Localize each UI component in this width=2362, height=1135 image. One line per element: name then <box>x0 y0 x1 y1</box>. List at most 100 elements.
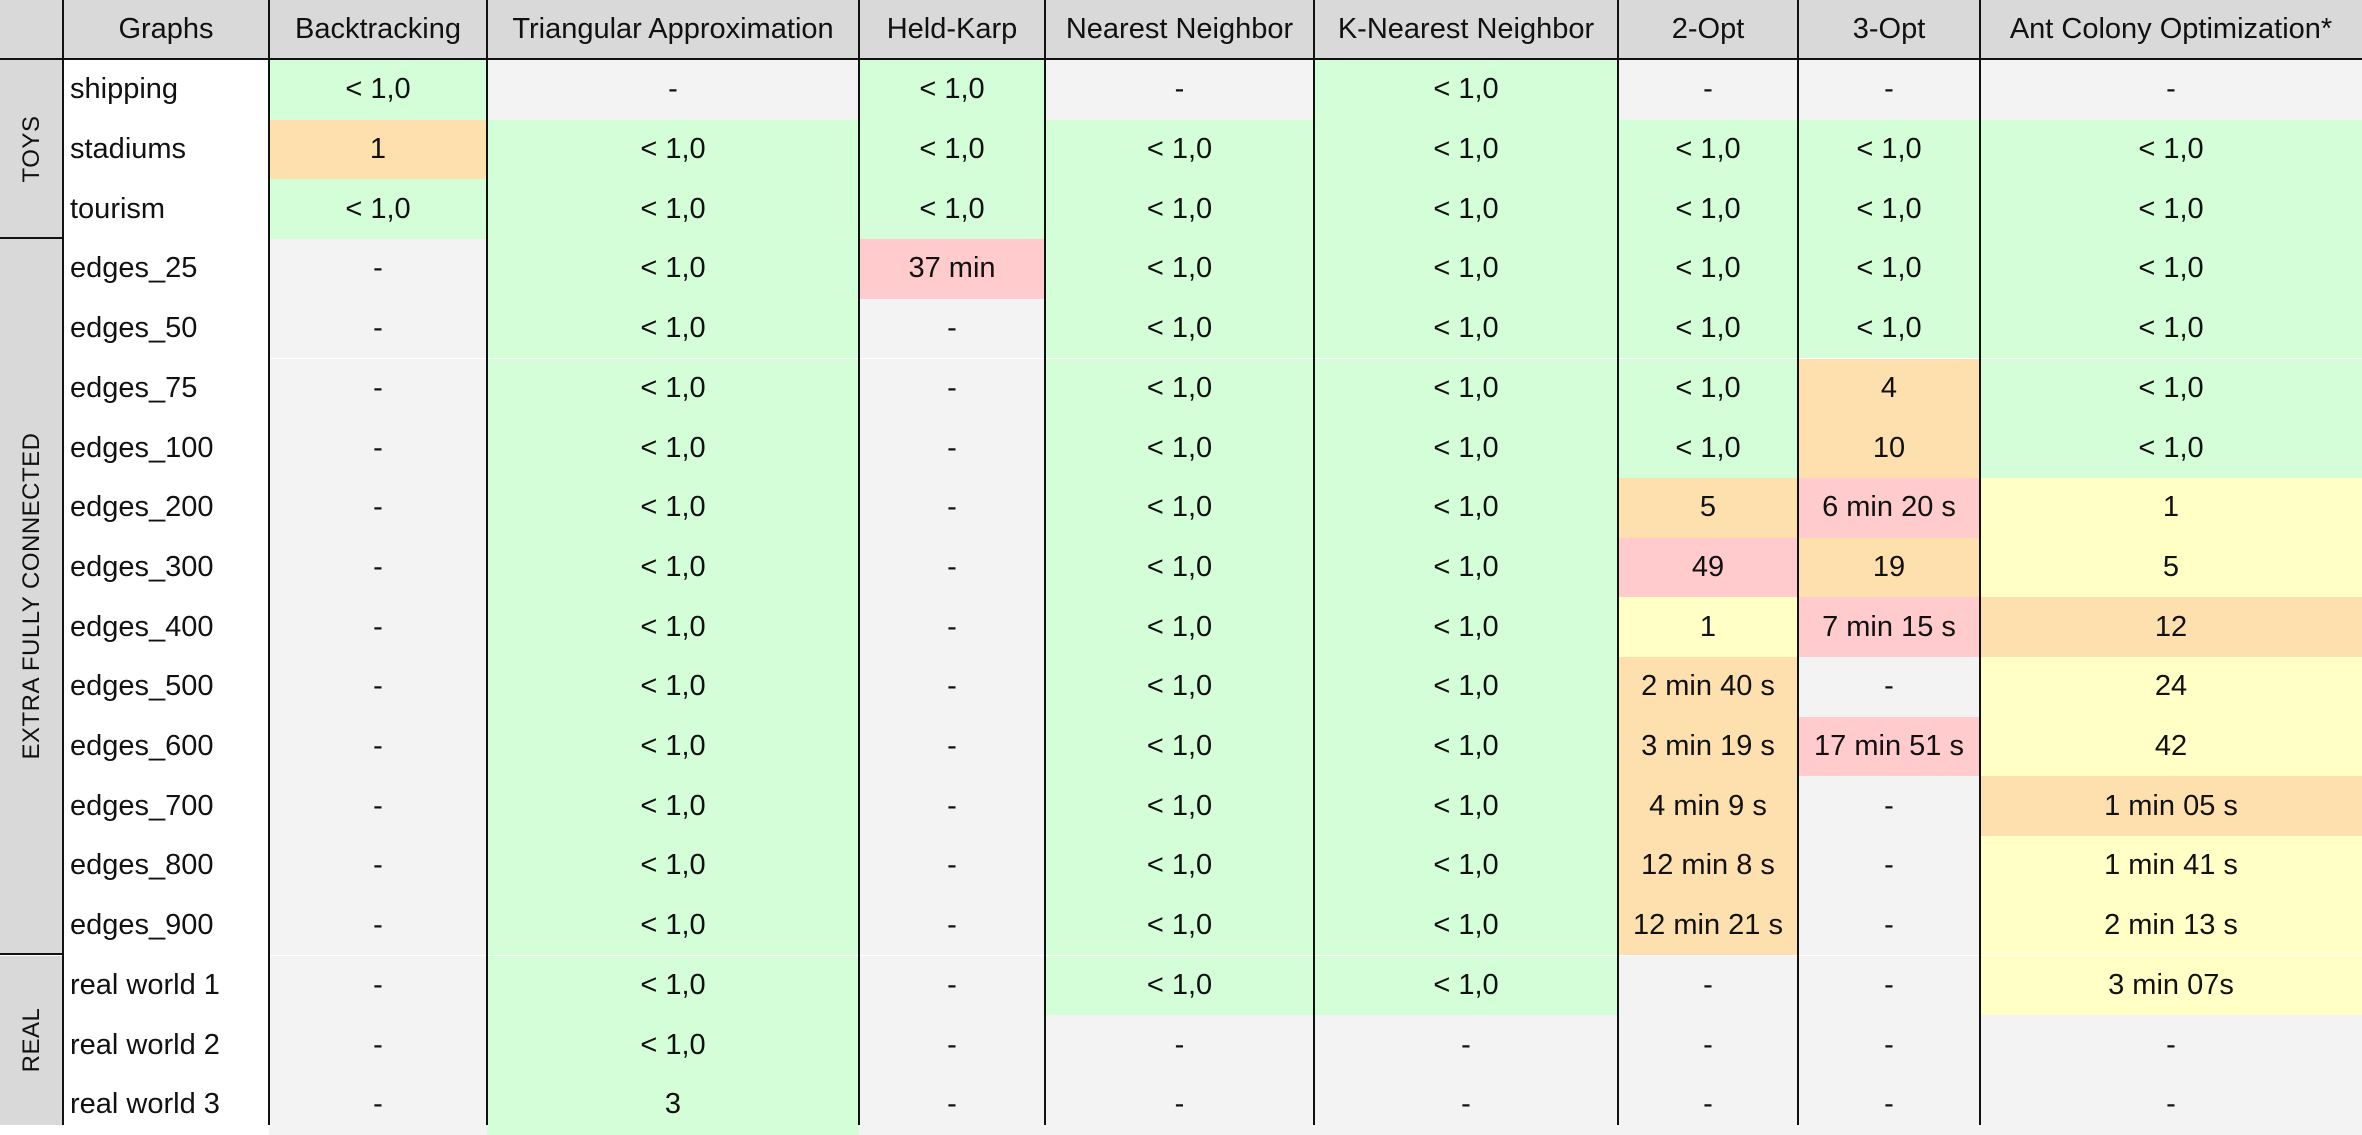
table-cell: - <box>269 1015 487 1075</box>
table-cell: < 1,0 <box>1314 836 1618 896</box>
table-cell: 49 <box>1618 537 1798 598</box>
table-cell: - <box>1618 60 1798 120</box>
table-cell: < 1,0 <box>1045 477 1314 538</box>
table-cell: < 1,0 <box>1314 119 1618 180</box>
table-cell: < 1,0 <box>1314 895 1618 956</box>
table-cell: - <box>269 955 487 1016</box>
table-cell: - <box>1798 836 1980 896</box>
table-cell: < 1,0 <box>859 119 1045 180</box>
table-cell: - <box>1045 1074 1314 1135</box>
table-cell: 3 min 19 s <box>1618 716 1798 777</box>
table-cell: < 1,0 <box>1045 119 1314 180</box>
table-cell: - <box>859 776 1045 837</box>
table-cell: < 1,0 <box>1618 358 1798 419</box>
table-cell: < 1,0 <box>1045 298 1314 359</box>
table-cell: 12 min 8 s <box>1618 836 1798 896</box>
table-cell: - <box>1618 1015 1798 1075</box>
column-header-2-opt: 2-Opt <box>1618 0 1798 60</box>
column-header-nearest-neighbor: Nearest Neighbor <box>1045 0 1314 60</box>
table-cell: < 1,0 <box>1798 239 1980 299</box>
table-cell: < 1,0 <box>1980 179 2362 240</box>
table-cell: 17 min 51 s <box>1798 716 1980 777</box>
row-label: edges_50 <box>63 298 269 359</box>
column-divider <box>858 0 860 1125</box>
table-cell: 1 min 41 s <box>1980 836 2362 896</box>
table-cell: 1 <box>1980 477 2362 538</box>
table-cell: - <box>1618 1074 1798 1135</box>
table-cell: < 1,0 <box>487 358 859 419</box>
table-cell: 6 min 20 s <box>1798 477 1980 538</box>
table-cell: - <box>859 836 1045 896</box>
table-cell: < 1,0 <box>1980 298 2362 359</box>
row-label: edges_400 <box>63 597 269 657</box>
table-cell: < 1,0 <box>1045 657 1314 717</box>
table-cell: < 1,0 <box>1045 418 1314 478</box>
table-cell: 4 min 9 s <box>1618 776 1798 837</box>
row-label: edges_500 <box>63 657 269 717</box>
row-label: shipping <box>63 60 269 120</box>
table-cell: - <box>859 716 1045 777</box>
table-cell: < 1,0 <box>487 537 859 598</box>
table-cell: 10 <box>1798 418 1980 478</box>
table-cell: < 1,0 <box>1314 418 1618 478</box>
table-cell: < 1,0 <box>1045 537 1314 598</box>
table-cell: 24 <box>1980 657 2362 717</box>
table-cell: - <box>269 358 487 419</box>
table-cell: - <box>859 895 1045 956</box>
table-cell: < 1,0 <box>1045 358 1314 419</box>
table-cell: < 1,0 <box>487 1015 859 1075</box>
table-cell: - <box>859 657 1045 717</box>
table-cell: < 1,0 <box>1045 776 1314 837</box>
row-label: stadiums <box>63 119 269 180</box>
row-label: tourism <box>63 179 269 240</box>
table-cell: < 1,0 <box>1798 119 1980 180</box>
table-cell: < 1,0 <box>1618 298 1798 359</box>
table-cell: < 1,0 <box>1314 298 1618 359</box>
row-label: edges_800 <box>63 836 269 896</box>
row-label: edges_200 <box>63 477 269 538</box>
table-cell: < 1,0 <box>487 477 859 538</box>
row-label: real world 3 <box>63 1074 269 1135</box>
table-cell: - <box>269 1074 487 1135</box>
column-divider <box>1979 0 1981 1125</box>
table-cell: - <box>859 1015 1045 1075</box>
table-cell: < 1,0 <box>1314 477 1618 538</box>
table-cell: - <box>269 298 487 359</box>
table-cell: 3 min 07s <box>1980 955 2362 1016</box>
row-label: edges_300 <box>63 537 269 598</box>
table-cell: < 1,0 <box>1618 119 1798 180</box>
table-cell: < 1,0 <box>1798 179 1980 240</box>
column-header-3-opt: 3-Opt <box>1798 0 1980 60</box>
column-divider <box>1044 0 1046 1125</box>
table-cell: - <box>1798 955 1980 1016</box>
table-cell: - <box>1045 1015 1314 1075</box>
table-cell: - <box>269 239 487 299</box>
table-cell: < 1,0 <box>1314 716 1618 777</box>
table-cell: < 1,0 <box>1045 836 1314 896</box>
table-cell: < 1,0 <box>487 597 859 657</box>
table-cell: - <box>1798 895 1980 956</box>
table-cell: 1 <box>269 119 487 180</box>
table-cell: - <box>269 776 487 837</box>
table-cell: < 1,0 <box>487 716 859 777</box>
group-label-extra-fully-connected: EXTRA FULLY CONNECTED <box>0 239 63 956</box>
table-cell: 12 min 21 s <box>1618 895 1798 956</box>
table-cell: - <box>269 418 487 478</box>
table-cell: 1 <box>1618 597 1798 657</box>
table-cell: 42 <box>1980 716 2362 777</box>
column-header-graphs: Graphs <box>63 0 269 60</box>
table-cell: 1 min 05 s <box>1980 776 2362 837</box>
table-cell: < 1,0 <box>487 776 859 837</box>
table-cell: < 1,0 <box>487 955 859 1016</box>
table-cell: < 1,0 <box>1314 239 1618 299</box>
column-divider <box>62 0 64 1125</box>
corner-cell <box>0 0 63 60</box>
table-cell: < 1,0 <box>1798 298 1980 359</box>
row-label: real world 1 <box>63 955 269 1016</box>
table-cell: 5 <box>1618 477 1798 538</box>
table-cell: < 1,0 <box>487 298 859 359</box>
table-cell: < 1,0 <box>1314 179 1618 240</box>
table-cell: - <box>859 1074 1045 1135</box>
column-divider <box>486 0 488 1125</box>
